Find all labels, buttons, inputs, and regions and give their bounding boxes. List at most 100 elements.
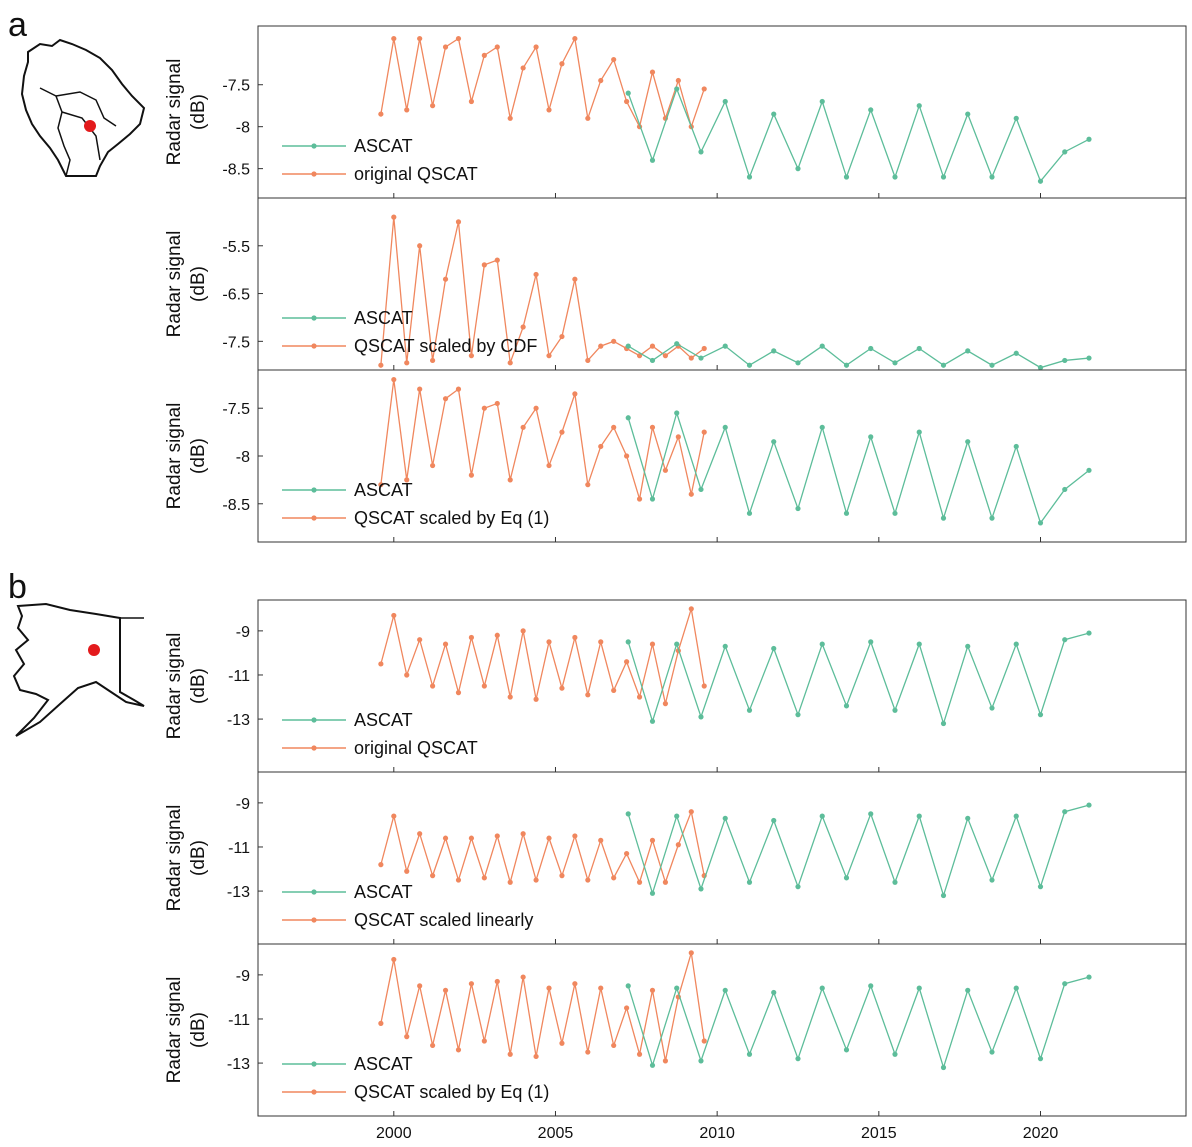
data-point-ascat <box>771 989 777 996</box>
data-point-qscat <box>481 875 487 881</box>
y-tick-label: -9 <box>236 796 250 813</box>
data-point-qscat <box>494 632 500 638</box>
legend-label: original QSCAT <box>354 738 478 758</box>
data-point-qscat <box>378 661 384 667</box>
series-line-qscat <box>380 379 705 500</box>
data-point-qscat <box>442 987 449 993</box>
data-point-qscat <box>636 694 643 700</box>
data-point-ascat <box>1086 974 1092 980</box>
series-line-qscat <box>380 952 705 1062</box>
data-point-qscat <box>404 360 410 366</box>
data-point-qscat <box>481 405 487 411</box>
legend-marker <box>311 717 317 723</box>
data-point-qscat <box>391 813 397 819</box>
data-point-qscat <box>598 985 604 991</box>
data-point-qscat <box>662 879 669 885</box>
data-point-ascat <box>649 1062 656 1068</box>
data-point-qscat <box>404 672 410 678</box>
data-point-qscat <box>430 462 436 469</box>
data-point-ascat <box>868 639 874 645</box>
x-tick-label: 2010 <box>699 1125 735 1142</box>
data-point-ascat <box>1037 178 1044 184</box>
data-point-ascat <box>819 985 825 991</box>
data-point-qscat <box>533 696 539 702</box>
data-point-qscat <box>391 214 397 220</box>
data-point-ascat <box>1062 637 1068 643</box>
data-point-ascat <box>1013 641 1019 647</box>
data-point-qscat <box>688 606 694 612</box>
y-tick-label: -8 <box>236 449 250 466</box>
data-point-qscat <box>520 65 526 71</box>
legend-label: ASCAT <box>354 308 413 328</box>
data-point-ascat <box>916 345 922 352</box>
data-point-qscat <box>675 842 681 848</box>
data-point-qscat <box>520 831 526 837</box>
series-line-qscat <box>380 809 705 885</box>
data-point-qscat <box>649 343 656 349</box>
y-axis-unit-label: (dB) <box>188 840 209 876</box>
data-point-qscat <box>598 443 604 450</box>
data-point-ascat <box>819 424 825 430</box>
data-point-qscat <box>494 400 500 407</box>
data-point-qscat <box>404 1034 410 1040</box>
y-tick-label: -9 <box>236 968 250 985</box>
data-point-ascat <box>892 879 898 885</box>
plot-panel-b-2: -9 -11 -13 Radar signal (dB) ASCAT QSCAT scale… <box>164 771 1187 945</box>
data-point-ascat <box>843 703 850 709</box>
south-america-map-icon <box>20 38 146 177</box>
data-point-ascat <box>916 985 922 991</box>
data-point-ascat <box>625 343 631 349</box>
data-point-ascat <box>965 348 971 354</box>
legend-label: ASCAT <box>354 136 413 156</box>
site-marker-a <box>84 120 96 132</box>
data-point-ascat <box>1062 486 1068 493</box>
data-point-ascat <box>674 813 680 819</box>
series-line-ascat <box>627 804 1090 898</box>
data-point-qscat <box>520 424 526 430</box>
data-point-ascat <box>674 86 680 92</box>
data-point-qscat <box>688 491 694 497</box>
data-point-qscat <box>430 683 436 689</box>
data-point-ascat <box>989 877 995 883</box>
data-point-qscat <box>404 477 410 483</box>
data-point-ascat <box>771 348 777 354</box>
series-line-qscat <box>380 608 705 704</box>
series-line-ascat <box>627 342 1090 369</box>
data-point-ascat <box>1086 467 1092 473</box>
data-point-qscat <box>585 357 591 364</box>
data-point-qscat <box>624 850 630 857</box>
data-point-qscat <box>662 1058 669 1064</box>
data-point-ascat <box>746 362 753 368</box>
data-point-qscat <box>455 219 462 225</box>
data-point-qscat <box>688 809 694 815</box>
data-point-ascat <box>1037 884 1044 890</box>
data-point-qscat <box>455 690 462 696</box>
data-point-ascat <box>1013 985 1019 991</box>
data-point-ascat <box>1062 357 1068 364</box>
data-point-ascat <box>892 510 898 516</box>
legend-label: QSCAT scaled linearly <box>354 910 533 930</box>
data-point-qscat <box>391 956 397 963</box>
data-point-qscat <box>585 692 591 698</box>
data-point-ascat <box>819 813 825 819</box>
data-point-ascat <box>698 714 704 720</box>
legend-marker <box>311 1089 317 1095</box>
legend-marker <box>311 515 317 521</box>
data-point-ascat <box>989 362 995 368</box>
data-point-qscat <box>520 324 526 330</box>
data-point-qscat <box>636 879 643 885</box>
data-point-ascat <box>940 515 947 521</box>
data-point-ascat <box>698 355 704 361</box>
y-tick-label: -13 <box>227 712 250 729</box>
y-tick-label: -13 <box>227 884 250 901</box>
data-point-qscat <box>624 453 630 459</box>
y-tick-label: -7.5 <box>222 334 250 351</box>
data-point-qscat <box>585 115 591 121</box>
data-point-ascat <box>916 641 922 647</box>
data-point-qscat <box>649 837 656 843</box>
data-point-qscat <box>546 462 552 469</box>
series-line-ascat <box>627 410 1090 525</box>
data-point-ascat <box>746 174 753 180</box>
